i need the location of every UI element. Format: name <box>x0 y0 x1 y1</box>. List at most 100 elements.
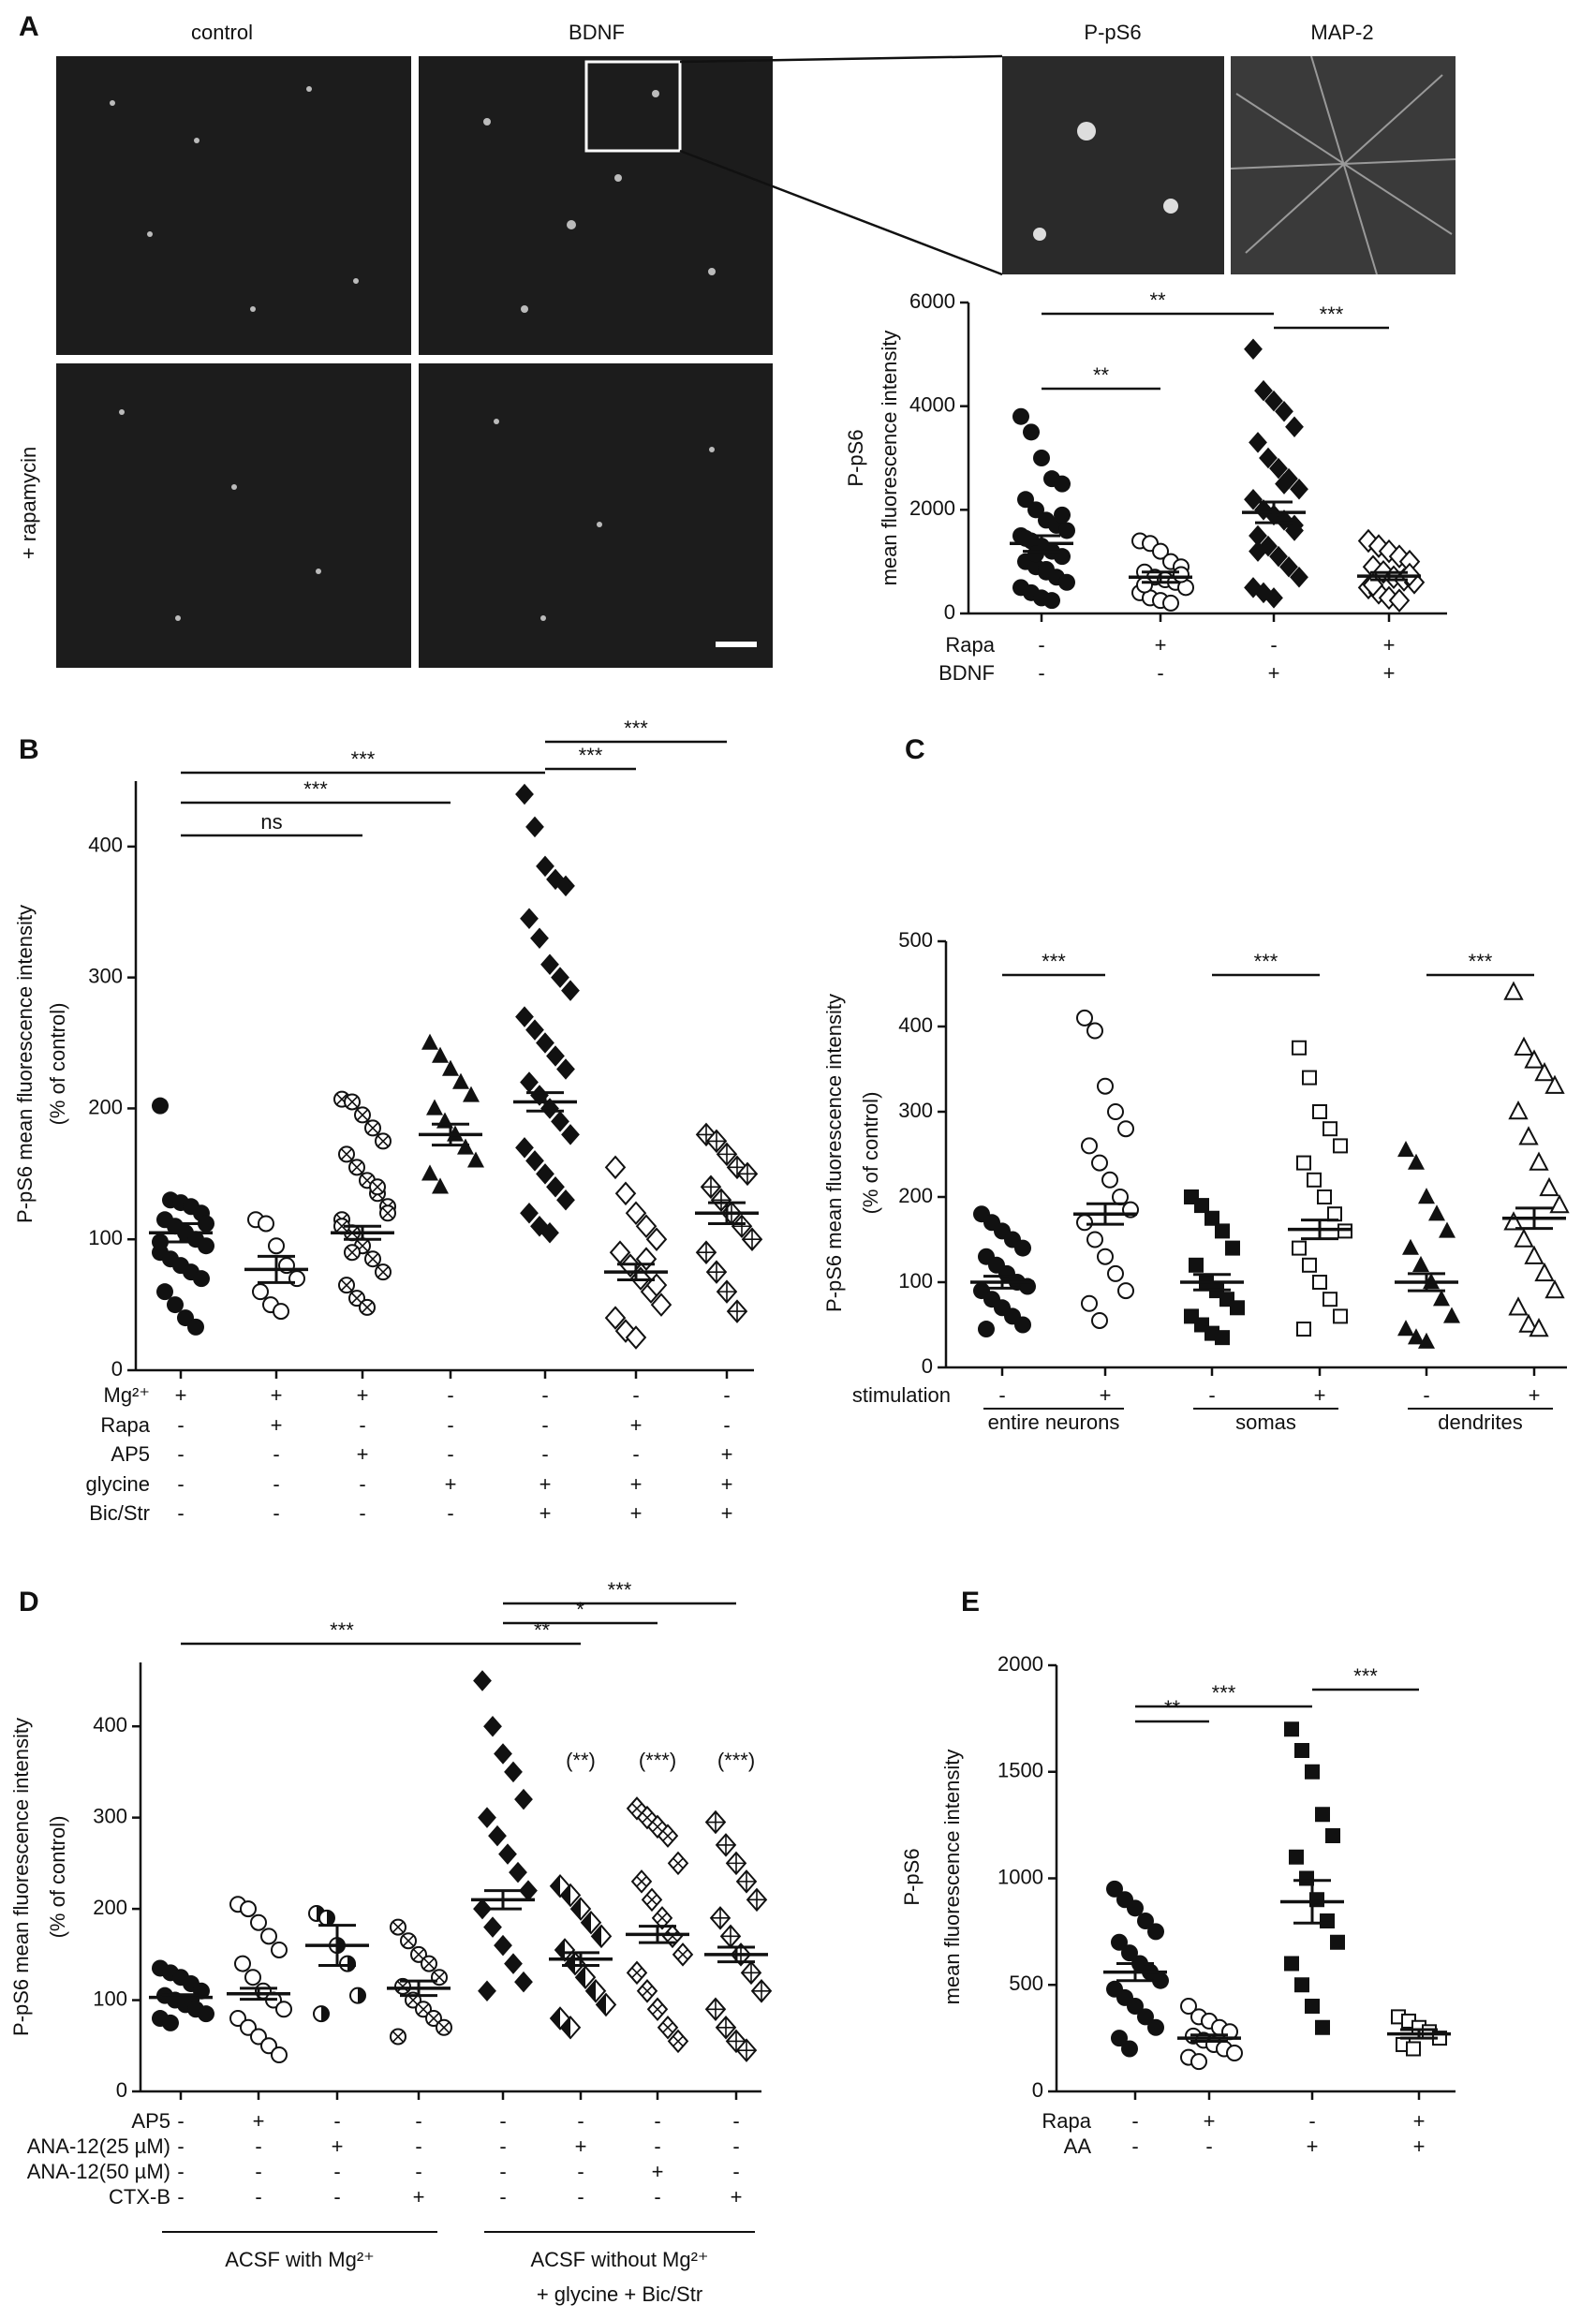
marker-shape <box>198 1215 214 1233</box>
marker-shape <box>483 1916 502 1938</box>
y-tick-label: 200 <box>88 1095 123 1118</box>
condition-sign: - <box>1270 633 1277 657</box>
point <box>1529 1151 1549 1171</box>
point <box>1023 423 1040 441</box>
marker-shape <box>561 1124 580 1145</box>
point <box>556 875 575 897</box>
marker-stroke <box>672 1857 684 1868</box>
cell <box>1033 228 1046 241</box>
point <box>1323 1121 1337 1137</box>
marker-shape <box>1315 1807 1330 1823</box>
condition-sign: + <box>539 1501 552 1525</box>
marker-shape <box>1325 1828 1340 1843</box>
group-label: somas <box>1235 1411 1296 1434</box>
y-tick-label: 300 <box>93 1804 127 1827</box>
point <box>1112 1189 1129 1205</box>
y-axis-label: (% of control) <box>46 1003 69 1126</box>
marker-stroke <box>361 1174 374 1187</box>
y-tick-label: 400 <box>898 1013 933 1037</box>
marker-stroke <box>412 1948 425 1960</box>
condition-sign: - <box>1157 661 1163 685</box>
marker-shape <box>1317 1189 1332 1204</box>
marker-stroke <box>381 1207 394 1219</box>
error-bar <box>318 1924 356 1968</box>
marker-shape <box>555 1939 565 1961</box>
marker-shape <box>1428 1204 1445 1221</box>
error-bar <box>1400 2028 1438 2040</box>
image-row-label: + rapamycin <box>17 447 40 559</box>
point <box>1101 1171 1118 1189</box>
marker-shape <box>1194 1198 1209 1214</box>
point <box>746 1887 768 1913</box>
point <box>432 1177 449 1194</box>
point <box>569 1897 592 1921</box>
condition-sign: - <box>499 2185 506 2208</box>
condition-sign: + <box>1307 2134 1319 2158</box>
point <box>1081 1137 1098 1155</box>
cell <box>175 615 181 621</box>
point <box>1244 489 1263 510</box>
marker-shape <box>1111 2030 1128 2047</box>
marker-shape <box>1305 1999 1320 2014</box>
marker-stroke <box>346 1247 359 1259</box>
point <box>1147 1923 1164 1941</box>
point <box>1302 1070 1317 1086</box>
y-axis-label: (% of control) <box>859 1092 882 1215</box>
marker-shape <box>635 1214 658 1239</box>
point <box>498 1843 517 1865</box>
image-control <box>56 56 411 355</box>
point <box>421 1033 438 1050</box>
marker-shape <box>250 1913 267 1931</box>
point <box>483 1715 502 1737</box>
marker-shape <box>561 2016 570 2039</box>
marker-shape <box>494 1934 512 1957</box>
point <box>614 1181 637 1206</box>
marker-shape <box>1264 390 1283 412</box>
error-bar <box>400 1979 437 1998</box>
point <box>741 1227 763 1251</box>
point <box>604 1306 627 1330</box>
point <box>667 2029 689 2054</box>
cell <box>250 306 256 312</box>
marker-shape <box>645 1227 668 1251</box>
marker-shape <box>1503 981 1524 1000</box>
condition-label: Bic/Str <box>89 1501 150 1525</box>
marker-shape <box>198 1237 214 1255</box>
inset-line <box>679 149 1003 276</box>
y-tick-label: 300 <box>898 1099 933 1122</box>
marker-stroke <box>427 2012 440 2025</box>
point <box>494 1934 512 1957</box>
marker-stroke <box>662 1830 673 1841</box>
condition-sign: - <box>998 1383 1005 1407</box>
point <box>716 1142 738 1167</box>
annotation: (**) <box>566 1749 596 1772</box>
condition-sign: - <box>632 1383 639 1407</box>
image-inset-ps6 <box>1002 56 1224 274</box>
point <box>1038 560 1055 578</box>
marker-stroke <box>672 2035 684 2046</box>
marker-shape <box>1249 432 1267 453</box>
significance-label: *** <box>303 777 328 801</box>
point <box>1137 2008 1154 2026</box>
point <box>349 1987 366 2004</box>
marker-shape <box>1180 1998 1197 2015</box>
point <box>432 1046 449 1063</box>
significance-label: *** <box>1469 950 1493 973</box>
marker-shape <box>1249 540 1267 562</box>
marker-shape <box>551 1111 569 1132</box>
image-label: control <box>191 21 253 44</box>
cell <box>521 305 528 313</box>
cell <box>110 100 115 106</box>
condition-sign: - <box>654 2185 660 2208</box>
point <box>1117 1120 1134 1138</box>
point <box>250 2028 267 2046</box>
point <box>636 1979 658 2003</box>
condition-sign: + <box>630 1501 643 1525</box>
point <box>1249 432 1267 453</box>
error-bar <box>1142 570 1179 584</box>
point <box>735 2038 758 2062</box>
point <box>152 1233 169 1251</box>
marker-stroke <box>392 2031 405 2043</box>
cell-dots <box>110 86 1178 621</box>
marker-shape <box>1117 1282 1134 1300</box>
